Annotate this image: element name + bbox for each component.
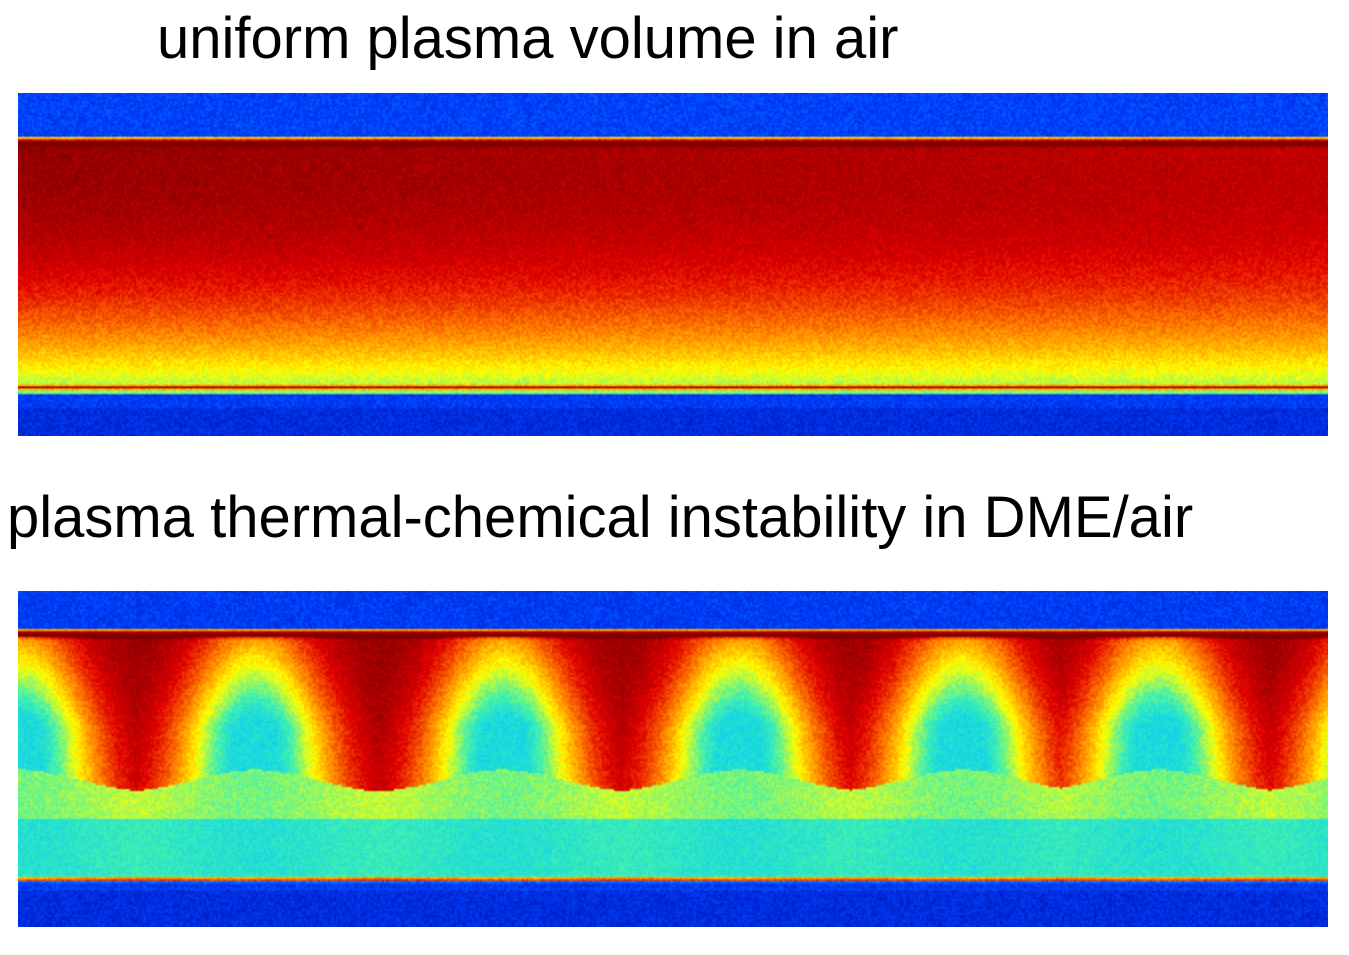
top-panel-caption: uniform plasma volume in air [157, 6, 899, 71]
plasma-instability-image [18, 591, 1328, 927]
bottom-panel-caption: plasma thermal-chemical instability in D… [7, 485, 1194, 550]
uniform-plasma-image [18, 93, 1328, 436]
